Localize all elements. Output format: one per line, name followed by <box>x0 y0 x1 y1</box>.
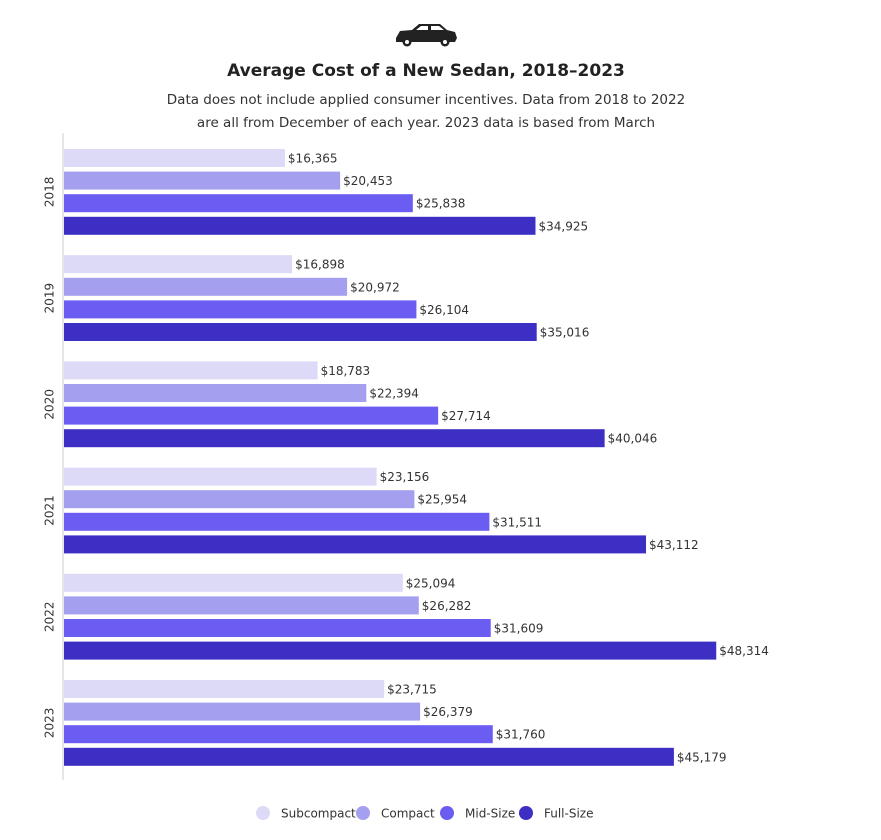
car-icon <box>396 24 457 47</box>
bar <box>64 725 493 744</box>
bar <box>64 323 537 341</box>
value-label: $25,954 <box>417 493 467 507</box>
bar <box>64 406 439 425</box>
legend-marker <box>356 806 370 820</box>
legend-label: Subcompact <box>281 807 356 821</box>
bar <box>64 641 717 660</box>
y-tick-label: 2023 <box>43 708 57 739</box>
bar <box>64 467 377 486</box>
legend-label: Full-Size <box>544 807 593 821</box>
value-label: $35,016 <box>540 326 590 340</box>
value-label: $23,715 <box>387 683 437 697</box>
bar <box>64 171 341 190</box>
value-label: $40,046 <box>608 432 658 446</box>
value-label: $25,094 <box>406 576 456 590</box>
legend-marker <box>256 806 270 820</box>
bar <box>64 429 605 448</box>
value-label: $18,783 <box>321 364 371 378</box>
value-label: $27,714 <box>441 409 491 423</box>
legend-label: Compact <box>381 807 435 821</box>
bar <box>64 619 491 637</box>
legend-marker <box>519 806 533 820</box>
value-label: $26,282 <box>422 599 472 613</box>
value-label: $23,156 <box>380 470 430 484</box>
y-tick-label: 2018 <box>43 177 57 208</box>
value-label: $16,365 <box>288 152 338 166</box>
bar <box>64 255 293 274</box>
y-tick-label: 2019 <box>43 283 57 314</box>
value-label: $48,314 <box>719 644 769 658</box>
value-label: $26,104 <box>419 303 469 317</box>
value-label: $43,112 <box>649 538 699 552</box>
bar <box>64 384 367 402</box>
value-label: $31,760 <box>496 728 546 742</box>
value-label: $25,838 <box>416 197 466 211</box>
bar <box>64 277 348 296</box>
legend-marker <box>440 806 454 820</box>
value-label: $45,179 <box>677 750 727 764</box>
bar <box>64 300 417 319</box>
value-label: $20,972 <box>350 280 400 294</box>
y-tick-label: 2021 <box>43 495 57 526</box>
value-label: $22,394 <box>369 387 419 401</box>
y-tick-label: 2022 <box>43 601 57 632</box>
bar <box>64 680 385 698</box>
bar <box>64 512 490 531</box>
value-label: $34,925 <box>538 219 588 233</box>
bar <box>64 149 285 167</box>
value-label: $26,379 <box>423 705 473 719</box>
value-label: $20,453 <box>343 174 393 188</box>
bar <box>64 216 536 235</box>
chart-subtitle: are all from December of each year. 2023… <box>197 115 655 131</box>
bar <box>64 194 413 213</box>
value-label: $16,898 <box>295 258 345 272</box>
bar <box>64 747 674 766</box>
y-tick-label: 2020 <box>43 389 57 420</box>
bar <box>64 596 419 615</box>
bar <box>64 361 318 380</box>
bar <box>64 702 421 721</box>
chart-subtitle: Data does not include applied consumer i… <box>167 92 685 108</box>
bar <box>64 490 415 509</box>
bar <box>64 535 647 554</box>
bar <box>64 573 403 592</box>
value-label: $31,511 <box>492 515 542 529</box>
value-label: $31,609 <box>494 622 544 636</box>
legend-label: Mid-Size <box>465 807 515 821</box>
chart-title: Average Cost of a New Sedan, 2018–2023 <box>227 61 625 81</box>
